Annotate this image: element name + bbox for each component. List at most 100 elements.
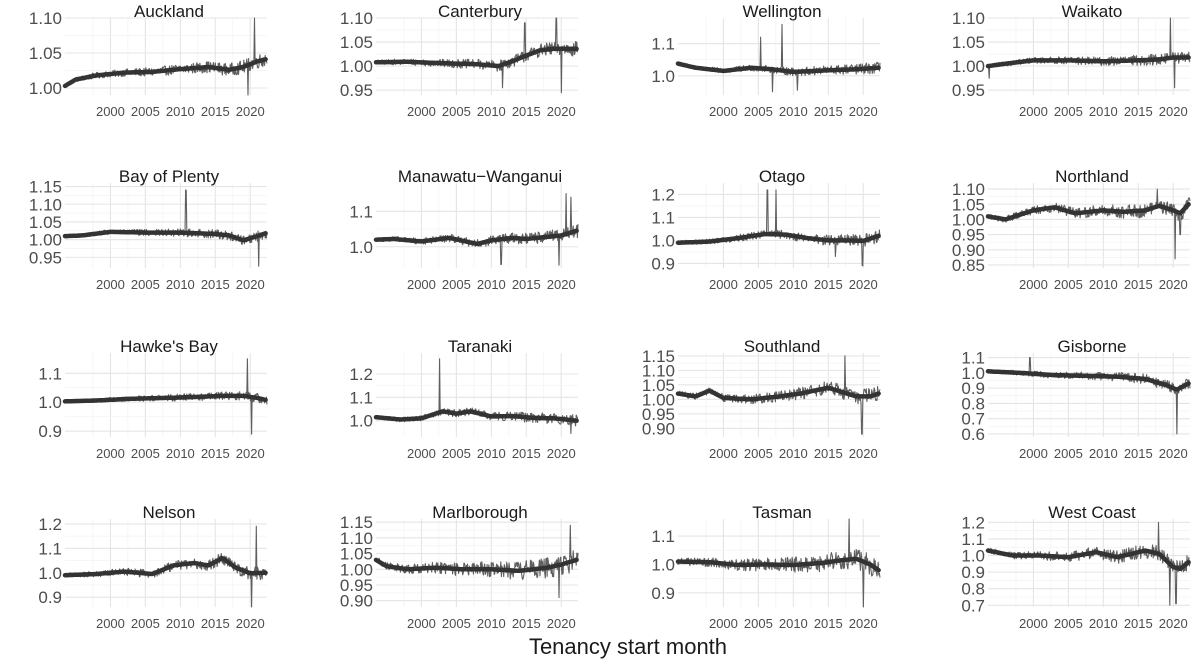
x-tick-label: 2005	[1054, 277, 1083, 292]
y-tick-label: 1.05	[29, 213, 62, 232]
y-tick-label: 0.95	[340, 81, 373, 100]
raw-series-line	[64, 189, 268, 267]
raw-series-line	[987, 17, 1191, 89]
panel-title: Wellington	[742, 2, 821, 21]
x-tick-label: 2020	[1159, 104, 1188, 119]
facet-panel-2: 2000 2005 2010 2015 2020 1.0 1.1 Wellington	[651, 2, 881, 119]
facet-panel-5: 2000 2005 2010 2015 2020 1.0 1.1 Manawatu−Wanga…	[349, 167, 579, 292]
y-tick-label: 1.00	[29, 231, 62, 250]
trend-line	[62, 393, 268, 404]
x-tick-label: 2010	[1089, 446, 1118, 461]
x-tick-label: 2000	[407, 104, 436, 119]
facet-panel-13: 2000 2005 2010 2015 2020 0.900.951.001.051.10…	[340, 503, 579, 631]
x-tick-label: 2015	[1124, 277, 1153, 292]
raw-series-line	[987, 188, 1191, 260]
x-tick-label: 2000	[407, 616, 436, 631]
y-tick-label: 1.05	[340, 545, 373, 564]
y-tick-label: 0.90	[642, 419, 675, 438]
y-tick-label: 1.1	[651, 527, 675, 546]
y-tick-label: 1.00	[952, 210, 985, 229]
y-tick-label: 1.2	[38, 515, 62, 534]
y-tick-label: 1.0	[961, 364, 985, 383]
raw-series-line	[375, 193, 579, 266]
x-tick-label: 2020	[547, 104, 576, 119]
panel-title: Taranaki	[448, 337, 512, 356]
facet-panel-9: 2000 2005 2010 2015 2020 1.0 1.1 1.2 Taranaki	[349, 337, 579, 461]
x-tick-label: 2005	[744, 104, 773, 119]
y-tick-label: 1.05	[952, 195, 985, 214]
y-tick-label: 0.90	[952, 241, 985, 260]
panel-title: Marlborough	[432, 503, 527, 522]
y-tick-label: 0.95	[952, 81, 985, 100]
x-tick-label: 2000	[709, 104, 738, 119]
y-tick-label: 1.10	[29, 9, 62, 28]
x-tick-label: 2020	[1159, 616, 1188, 631]
x-tick-label: 2000	[709, 446, 738, 461]
raw-series-line	[375, 524, 579, 599]
x-tick-label: 2015	[814, 277, 843, 292]
trend-line	[985, 202, 1191, 222]
x-tick-label: 2020	[849, 277, 878, 292]
panel-title: Tasman	[752, 503, 812, 522]
x-tick-label: 2010	[1089, 616, 1118, 631]
facet-panel-8: 2000 2005 2010 2015 2020 0.9 1.0 1.1 Hawke's Bay	[38, 337, 268, 461]
x-tick-label: 2000	[709, 616, 738, 631]
raw-series-line	[677, 23, 881, 93]
x-tick-label: 2005	[1054, 446, 1083, 461]
panel-title: Canterbury	[438, 2, 523, 21]
x-tick-label: 2015	[814, 616, 843, 631]
panel-title: Gisborne	[1058, 337, 1127, 356]
x-tick-label: 2015	[1124, 446, 1153, 461]
panel-title: Northland	[1055, 167, 1129, 186]
panel-title: Manawatu−Wanganui	[398, 167, 562, 186]
panel-title: West Coast	[1048, 503, 1136, 522]
x-tick-label: 2020	[547, 277, 576, 292]
panel-title: Auckland	[134, 2, 204, 21]
y-tick-label: 1.1	[651, 208, 675, 227]
y-tick-label: 1.00	[29, 79, 62, 98]
x-tick-label: 2000	[1019, 446, 1048, 461]
x-axis-label: Tenancy start month	[529, 634, 727, 659]
y-tick-label: 1.0	[349, 238, 373, 257]
x-tick-label: 2000	[1019, 616, 1048, 631]
raw-series-line	[375, 17, 579, 94]
y-tick-label: 1.1	[961, 530, 985, 549]
x-tick-label: 2020	[547, 446, 576, 461]
x-tick-label: 2010	[477, 446, 506, 461]
x-tick-label: 2000	[96, 277, 125, 292]
trend-line	[675, 385, 881, 402]
x-tick-label: 2000	[96, 104, 125, 119]
y-tick-label: 0.95	[952, 226, 985, 245]
panel-title: Otago	[759, 167, 805, 186]
facet-panel-1: 2000 2005 2010 2015 2020 0.95 1.00 1.05 1.10 Cant…	[340, 2, 579, 119]
x-tick-label: 2020	[236, 616, 265, 631]
y-tick-label: 1.0	[38, 564, 62, 583]
y-tick-label: 1.1	[651, 35, 675, 54]
facet-panel-11: 2000 2005 2010 2015 2020 0.60.70.80.91.01.1 Gi…	[961, 337, 1191, 461]
raw-series-line	[677, 189, 881, 267]
x-tick-label: 2005	[744, 616, 773, 631]
x-tick-label: 2015	[814, 104, 843, 119]
x-tick-label: 2000	[96, 616, 125, 631]
y-tick-label: 1.2	[651, 185, 675, 204]
x-tick-label: 2010	[779, 616, 808, 631]
y-tick-label: 0.9	[38, 422, 62, 441]
x-tick-label: 2015	[512, 446, 541, 461]
x-tick-label: 2020	[1159, 446, 1188, 461]
x-tick-label: 2015	[201, 616, 230, 631]
y-tick-label: 0.7	[961, 410, 985, 429]
y-tick-label: 1.15	[340, 513, 373, 532]
y-tick-label: 0.9	[651, 584, 675, 603]
x-tick-label: 2015	[512, 277, 541, 292]
x-tick-label: 2005	[442, 446, 471, 461]
x-tick-label: 2010	[779, 277, 808, 292]
x-tick-label: 2005	[131, 446, 160, 461]
x-tick-label: 2010	[166, 446, 195, 461]
x-tick-label: 2000	[96, 446, 125, 461]
y-tick-label: 1.1	[38, 539, 62, 558]
y-tick-label: 1.00	[340, 560, 373, 579]
y-tick-label: 0.95	[642, 405, 675, 424]
x-tick-label: 2010	[477, 104, 506, 119]
y-tick-label: 0.6	[961, 425, 985, 444]
